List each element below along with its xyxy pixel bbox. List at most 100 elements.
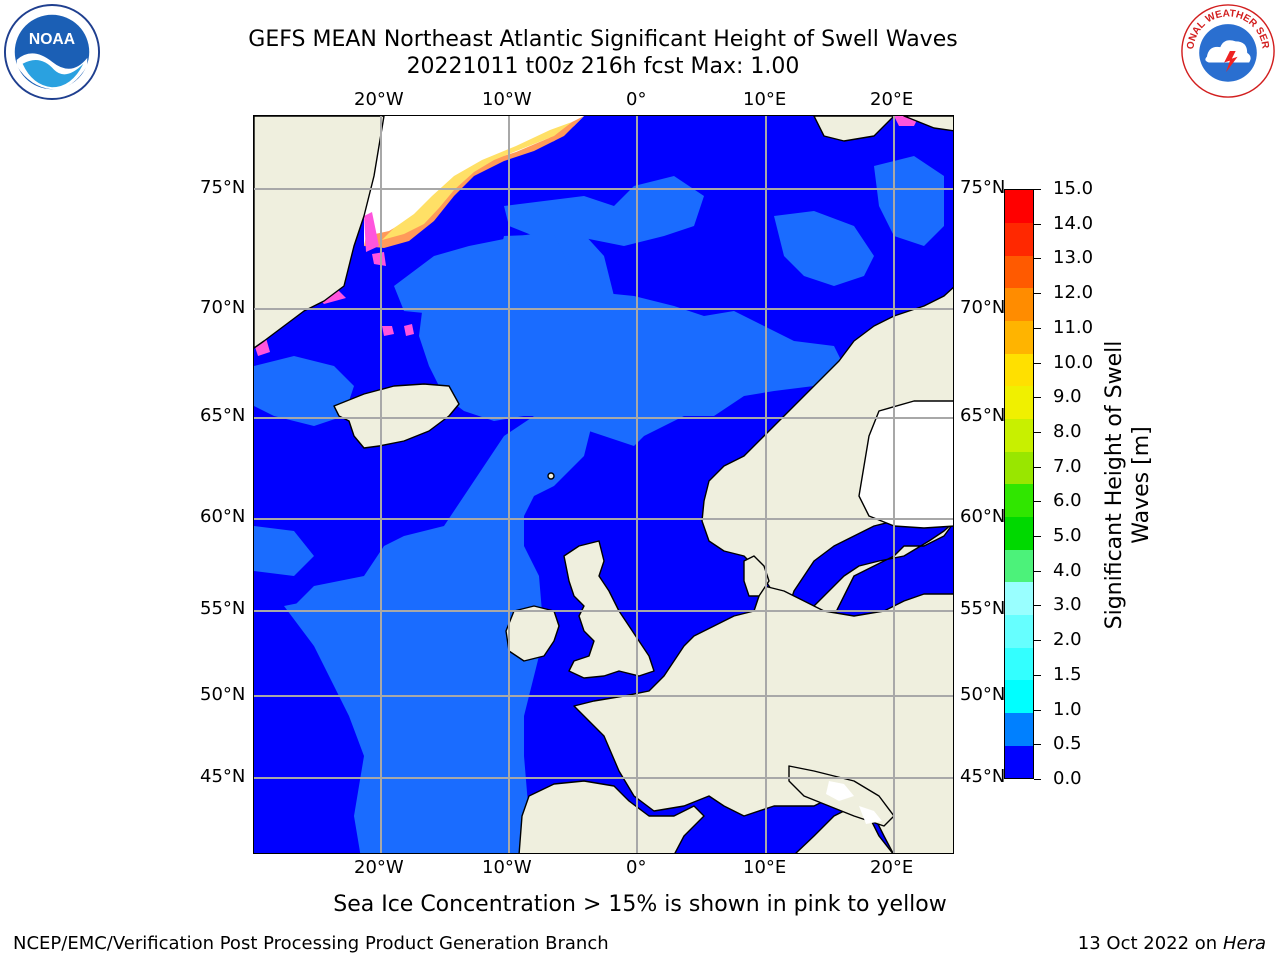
footer-date-text: 13 Oct 2022 on: [1077, 933, 1223, 954]
colorbar-tick: [1034, 744, 1041, 746]
iberia: [518, 780, 705, 853]
colorbar-tick: [1034, 605, 1041, 607]
colorbar-tick: [1034, 258, 1041, 260]
footer-date: 13 Oct 2022 on Hera: [1078, 933, 1266, 954]
lat-label-left-70n: 70°N: [200, 297, 246, 318]
colorbar-segment: [1005, 516, 1033, 550]
colorbar-label: 0.0: [1053, 768, 1082, 789]
nws-logo: NATIONAL WEATHER SERVICE: [1180, 3, 1275, 98]
lat-label-right-65n: 65°N: [960, 405, 1006, 426]
lat-label-right-75n: 75°N: [960, 177, 1006, 198]
colorbar-segment: [1005, 484, 1033, 518]
noaa-logo-text: NOAA: [29, 31, 75, 48]
lon-label-bottom-20e: 20°E: [870, 857, 914, 878]
colorbar-label: 6.0: [1053, 490, 1082, 512]
lon-label-bottom-20w: 20°W: [354, 857, 404, 878]
colorbar-tick: [1034, 466, 1041, 468]
colorbar-label: 1.0: [1053, 698, 1082, 720]
colorbar-segment: [1005, 190, 1033, 224]
colorbar-tick: [1034, 431, 1041, 433]
colorbar-label: 14.0: [1053, 212, 1094, 234]
land-masses: [254, 116, 953, 853]
colorbar-segment: [1005, 255, 1033, 289]
colorbar-label: 9.0: [1053, 386, 1082, 408]
lat-label-right-55n: 55°N: [960, 598, 1006, 619]
lat-label-right-45n: 45°N: [960, 766, 1006, 787]
lat-label-left-55n: 55°N: [200, 598, 246, 619]
lon-label-top-10w: 10°W: [482, 89, 532, 110]
sea-ice-note: Sea Ice Concentration > 15% is shown in …: [333, 892, 947, 917]
colorbar-segment: [1005, 745, 1033, 779]
colorbar-title: Significant Height of Swell Waves [m]: [1102, 340, 1154, 630]
graticule: [254, 116, 953, 853]
colorbar-tick: [1034, 327, 1041, 329]
lat-label-left-50n: 50°N: [200, 684, 246, 705]
colorbar-label: 12.0: [1053, 282, 1094, 304]
swell-0.5-1.0-region: [254, 156, 944, 853]
colorbar-label: 5.0: [1053, 525, 1082, 547]
lon-label-top-20e: 20°E: [870, 89, 914, 110]
colorbar-segment: [1005, 582, 1033, 616]
scandinavia: [701, 286, 953, 607]
faroe-islands: [547, 472, 555, 480]
footer-credit: NCEP/EMC/Verification Post Processing Pr…: [13, 933, 609, 954]
lon-label-top-0: 0°: [626, 89, 647, 110]
colorbar-tick: [1034, 293, 1041, 295]
colorbar-tick: [1034, 223, 1041, 225]
greenland: [254, 116, 385, 349]
svalbard-east: [903, 116, 953, 132]
map-canvas[interactable]: [254, 116, 954, 854]
great-britain: [563, 540, 655, 679]
colorbar-label: 13.0: [1053, 247, 1094, 269]
map-subtitle: 20221011 t00z 216h fcst Max: 1.00: [406, 54, 800, 79]
lat-label-right-70n: 70°N: [960, 297, 1006, 318]
lat-label-left-75n: 75°N: [200, 177, 246, 198]
colorbar-segment: [1005, 288, 1033, 322]
colorbar-segment: [1005, 222, 1033, 256]
colorbar-segment: [1005, 647, 1033, 681]
colorbar-label: 15.0: [1053, 178, 1094, 199]
colorbar-segment: [1005, 614, 1033, 648]
colorbar-label: 11.0: [1053, 316, 1094, 338]
colorbar-segment: [1005, 320, 1033, 354]
colorbar-tick: [1034, 709, 1041, 711]
colorbar-label: 10.0: [1053, 351, 1094, 373]
svalbard: [813, 116, 895, 142]
colorbar-tick: [1034, 362, 1041, 364]
map-panel[interactable]: [253, 115, 954, 854]
colorbar-label: 8.0: [1053, 420, 1082, 442]
colorbar-segment: [1005, 386, 1033, 420]
denmark: [743, 555, 770, 597]
colorbar-tick: [1034, 189, 1041, 190]
ireland: [505, 605, 560, 662]
colorbar-tick: [1034, 397, 1041, 399]
lon-label-bottom-10e: 10°E: [743, 857, 787, 878]
colorbar-label: 7.0: [1053, 455, 1082, 477]
colorbar-segment: [1005, 549, 1033, 583]
colorbar-tick: [1034, 501, 1041, 503]
colorbar-label: 3.0: [1053, 594, 1082, 616]
lon-label-bottom-10w: 10°W: [482, 857, 532, 878]
colorbar-tick: [1034, 779, 1041, 780]
iceland: [333, 383, 460, 449]
colorbar-tick: [1034, 640, 1041, 642]
lon-label-top-10e: 10°E: [743, 89, 787, 110]
colorbar-segment: [1005, 451, 1033, 485]
adriatic-white-patches: [826, 781, 882, 824]
colorbar-label: 4.0: [1053, 559, 1082, 581]
lat-label-left-45n: 45°N: [200, 766, 246, 787]
footer-host: Hera: [1222, 933, 1266, 954]
lat-label-right-60n: 60°N: [960, 506, 1006, 527]
colorbar-segment: [1005, 353, 1033, 387]
colorbar-tick: [1034, 570, 1041, 572]
map-title: GEFS MEAN Northeast Atlantic Significant…: [248, 27, 958, 52]
colorbar-segment: [1005, 712, 1033, 746]
colorbar-tick: [1034, 674, 1041, 676]
lon-label-bottom-0: 0°: [626, 857, 647, 878]
lat-label-right-50n: 50°N: [960, 684, 1006, 705]
colorbar-label: 0.5: [1053, 733, 1082, 755]
colorbar-label: 2.0: [1053, 629, 1082, 651]
lat-label-left-65n: 65°N: [200, 405, 246, 426]
lat-label-left-60n: 60°N: [200, 506, 246, 527]
